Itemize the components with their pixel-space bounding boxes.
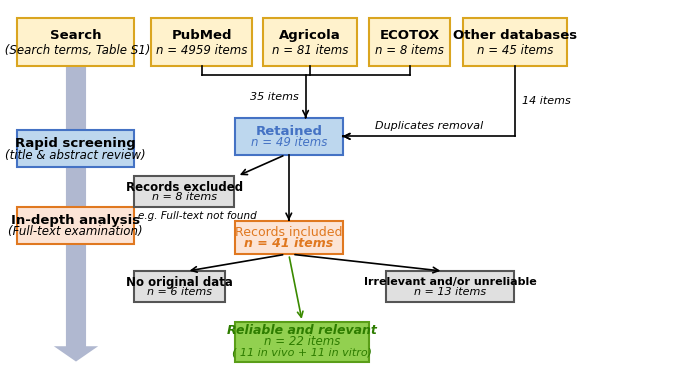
Text: n = 4959 items: n = 4959 items — [156, 44, 247, 57]
Text: (Search terms, Table S1): (Search terms, Table S1) — [1, 44, 150, 57]
Text: n = 22 items: n = 22 items — [264, 335, 340, 348]
Text: ( 11 in vivo + 11 in vitro): ( 11 in vivo + 11 in vitro) — [232, 348, 372, 358]
FancyBboxPatch shape — [134, 176, 234, 207]
Text: n = 13 items: n = 13 items — [414, 287, 486, 297]
Text: n = 8 items: n = 8 items — [375, 44, 444, 57]
Text: n = 49 items: n = 49 items — [251, 136, 327, 149]
Text: e.g. Full-text not found: e.g. Full-text not found — [138, 211, 256, 221]
Text: Search: Search — [50, 29, 101, 42]
FancyBboxPatch shape — [263, 18, 358, 66]
FancyBboxPatch shape — [151, 18, 252, 66]
Text: In-depth analysis: In-depth analysis — [11, 214, 140, 227]
Text: Rapid screening: Rapid screening — [15, 137, 136, 150]
FancyBboxPatch shape — [235, 221, 342, 254]
Text: n = 6 items: n = 6 items — [147, 287, 212, 297]
Text: Irrelevant and/or unreliable: Irrelevant and/or unreliable — [364, 277, 536, 287]
Text: n = 41 items: n = 41 items — [244, 237, 334, 250]
Text: Agricola: Agricola — [279, 29, 341, 42]
Text: 14 items: 14 items — [522, 96, 571, 106]
Text: (Full-text examination): (Full-text examination) — [8, 225, 143, 238]
Polygon shape — [54, 66, 98, 362]
FancyBboxPatch shape — [17, 207, 134, 244]
FancyBboxPatch shape — [17, 130, 134, 167]
Text: No original data: No original data — [126, 276, 233, 289]
Text: Records included: Records included — [235, 226, 342, 239]
FancyBboxPatch shape — [369, 18, 450, 66]
Text: n = 45 items: n = 45 items — [477, 44, 553, 57]
FancyBboxPatch shape — [386, 271, 514, 302]
Text: Records excluded: Records excluded — [125, 181, 242, 194]
Text: ECOTOX: ECOTOX — [379, 29, 440, 42]
FancyBboxPatch shape — [235, 118, 342, 155]
Text: 35 items: 35 items — [250, 92, 299, 101]
FancyBboxPatch shape — [235, 322, 369, 362]
FancyBboxPatch shape — [17, 18, 134, 66]
Text: n = 81 items: n = 81 items — [272, 44, 349, 57]
Text: Duplicates removal: Duplicates removal — [375, 121, 483, 131]
FancyBboxPatch shape — [134, 271, 225, 302]
FancyBboxPatch shape — [463, 18, 567, 66]
Text: Retained: Retained — [256, 125, 323, 138]
Text: Reliable and relevant: Reliable and relevant — [227, 324, 377, 337]
Text: (title & abstract review): (title & abstract review) — [5, 149, 146, 162]
Text: Other databases: Other databases — [453, 29, 577, 42]
Text: n = 8 items: n = 8 items — [151, 192, 216, 202]
Text: PubMed: PubMed — [171, 29, 232, 42]
